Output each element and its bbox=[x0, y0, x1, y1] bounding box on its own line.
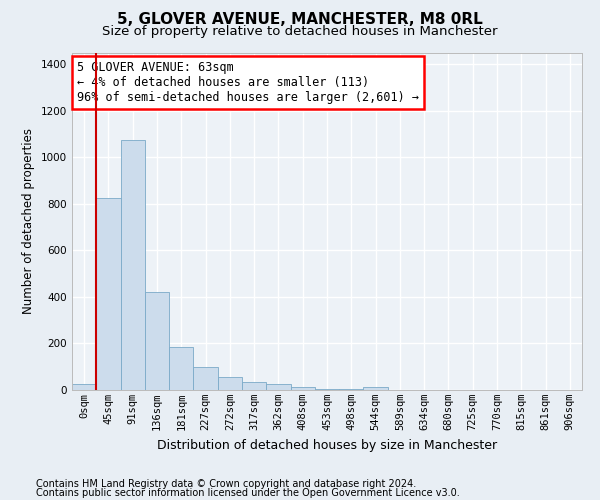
Bar bbox=[72, 384, 96, 390]
X-axis label: Distribution of detached houses by size in Manchester: Distribution of detached houses by size … bbox=[157, 438, 497, 452]
Text: 5 GLOVER AVENUE: 63sqm
← 4% of detached houses are smaller (113)
96% of semi-det: 5 GLOVER AVENUE: 63sqm ← 4% of detached … bbox=[77, 61, 419, 104]
Bar bbox=[169, 347, 193, 390]
Bar bbox=[290, 386, 315, 390]
Bar bbox=[266, 384, 290, 390]
Bar bbox=[315, 389, 339, 390]
Y-axis label: Number of detached properties: Number of detached properties bbox=[22, 128, 35, 314]
Bar bbox=[339, 389, 364, 390]
Bar bbox=[242, 382, 266, 390]
Text: 5, GLOVER AVENUE, MANCHESTER, M8 0RL: 5, GLOVER AVENUE, MANCHESTER, M8 0RL bbox=[117, 12, 483, 28]
Text: Contains HM Land Registry data © Crown copyright and database right 2024.: Contains HM Land Registry data © Crown c… bbox=[36, 479, 416, 489]
Bar bbox=[121, 140, 145, 390]
Text: Size of property relative to detached houses in Manchester: Size of property relative to detached ho… bbox=[102, 25, 498, 38]
Bar bbox=[193, 366, 218, 390]
Bar bbox=[145, 292, 169, 390]
Text: Contains public sector information licensed under the Open Government Licence v3: Contains public sector information licen… bbox=[36, 488, 460, 498]
Bar bbox=[96, 198, 121, 390]
Bar bbox=[364, 386, 388, 390]
Bar bbox=[218, 377, 242, 390]
